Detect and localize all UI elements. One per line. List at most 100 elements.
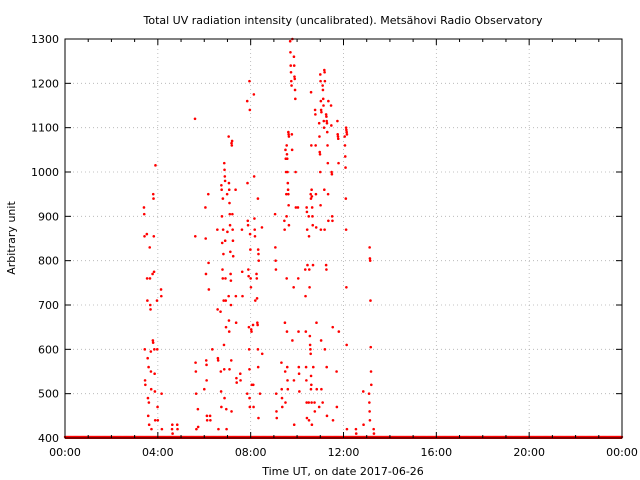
data-point	[292, 64, 296, 67]
data-point	[274, 259, 277, 262]
data-point	[221, 228, 225, 231]
data-point	[239, 379, 242, 382]
data-point	[324, 263, 328, 267]
data-point	[318, 135, 321, 138]
data-point	[362, 423, 365, 427]
data-point	[216, 228, 219, 231]
data-point	[319, 228, 323, 231]
data-point	[286, 188, 290, 192]
data-point	[150, 427, 153, 431]
data-point	[273, 212, 277, 216]
data-point	[368, 418, 372, 422]
data-point	[253, 228, 257, 231]
data-point	[337, 161, 340, 165]
data-point	[219, 310, 222, 313]
data-point	[290, 84, 293, 87]
data-point	[204, 237, 207, 240]
data-point	[220, 241, 224, 245]
data-point	[274, 268, 278, 271]
data-point	[297, 330, 300, 333]
data-point	[284, 401, 287, 404]
data-point	[287, 133, 290, 136]
data-point	[344, 228, 348, 231]
data-point	[144, 383, 147, 387]
data-point	[147, 423, 151, 427]
data-point	[323, 188, 326, 192]
data-point	[148, 277, 152, 280]
data-point	[146, 414, 150, 418]
data-point	[336, 137, 340, 141]
data-point	[260, 352, 264, 356]
data-point	[285, 277, 288, 280]
data-point	[143, 379, 147, 382]
data-point	[204, 272, 208, 276]
data-point	[280, 361, 283, 364]
y-tick-label: 1200	[31, 77, 59, 90]
data-point	[344, 126, 348, 129]
data-point	[219, 370, 223, 373]
data-point	[146, 299, 149, 302]
data-point	[252, 405, 255, 409]
data-point	[309, 352, 312, 356]
data-point	[369, 299, 372, 302]
data-point	[336, 133, 339, 136]
data-point	[152, 234, 156, 238]
data-point	[249, 248, 252, 251]
data-point	[256, 321, 259, 325]
data-point	[258, 392, 262, 395]
data-point	[325, 414, 329, 418]
data-point	[322, 119, 326, 123]
data-point	[202, 387, 206, 391]
data-point	[229, 250, 232, 254]
data-point	[221, 277, 225, 280]
data-point	[285, 330, 289, 333]
data-point	[321, 401, 324, 404]
x-tick-label: 12:00	[328, 446, 360, 459]
data-point	[287, 192, 290, 196]
data-point	[335, 405, 339, 409]
data-point	[151, 192, 155, 196]
data-point	[324, 113, 328, 116]
y-tick-label: 800	[38, 255, 59, 268]
data-point	[248, 405, 252, 409]
data-point	[250, 330, 253, 333]
data-point	[205, 418, 209, 422]
data-point	[325, 115, 328, 118]
data-point	[296, 277, 300, 280]
data-point	[372, 432, 376, 435]
data-point	[297, 365, 301, 369]
data-point	[329, 104, 333, 107]
data-point	[260, 226, 264, 229]
data-point	[170, 427, 174, 431]
data-point	[231, 228, 234, 231]
data-point	[319, 99, 323, 103]
data-point	[222, 299, 225, 302]
data-point	[230, 141, 233, 145]
data-point	[221, 268, 224, 271]
data-point	[368, 410, 371, 413]
data-point	[253, 217, 256, 220]
data-point	[206, 192, 210, 196]
data-point	[308, 343, 312, 347]
data-point	[231, 239, 235, 243]
data-point	[196, 425, 200, 429]
data-point	[286, 387, 290, 391]
data-point	[248, 367, 251, 371]
data-point	[205, 379, 208, 382]
data-point	[315, 321, 318, 325]
data-point	[229, 279, 233, 282]
data-point	[325, 130, 329, 134]
data-point	[274, 392, 278, 395]
data-point	[310, 206, 314, 209]
data-point	[319, 203, 322, 207]
data-point	[152, 270, 156, 274]
data-point	[305, 228, 309, 231]
data-point	[345, 128, 348, 132]
data-point	[229, 359, 233, 362]
data-point	[195, 427, 198, 431]
data-point	[304, 294, 307, 298]
y-tick-label: 400	[38, 432, 59, 445]
data-point	[160, 427, 164, 431]
data-point	[372, 427, 375, 431]
data-point	[345, 133, 349, 136]
